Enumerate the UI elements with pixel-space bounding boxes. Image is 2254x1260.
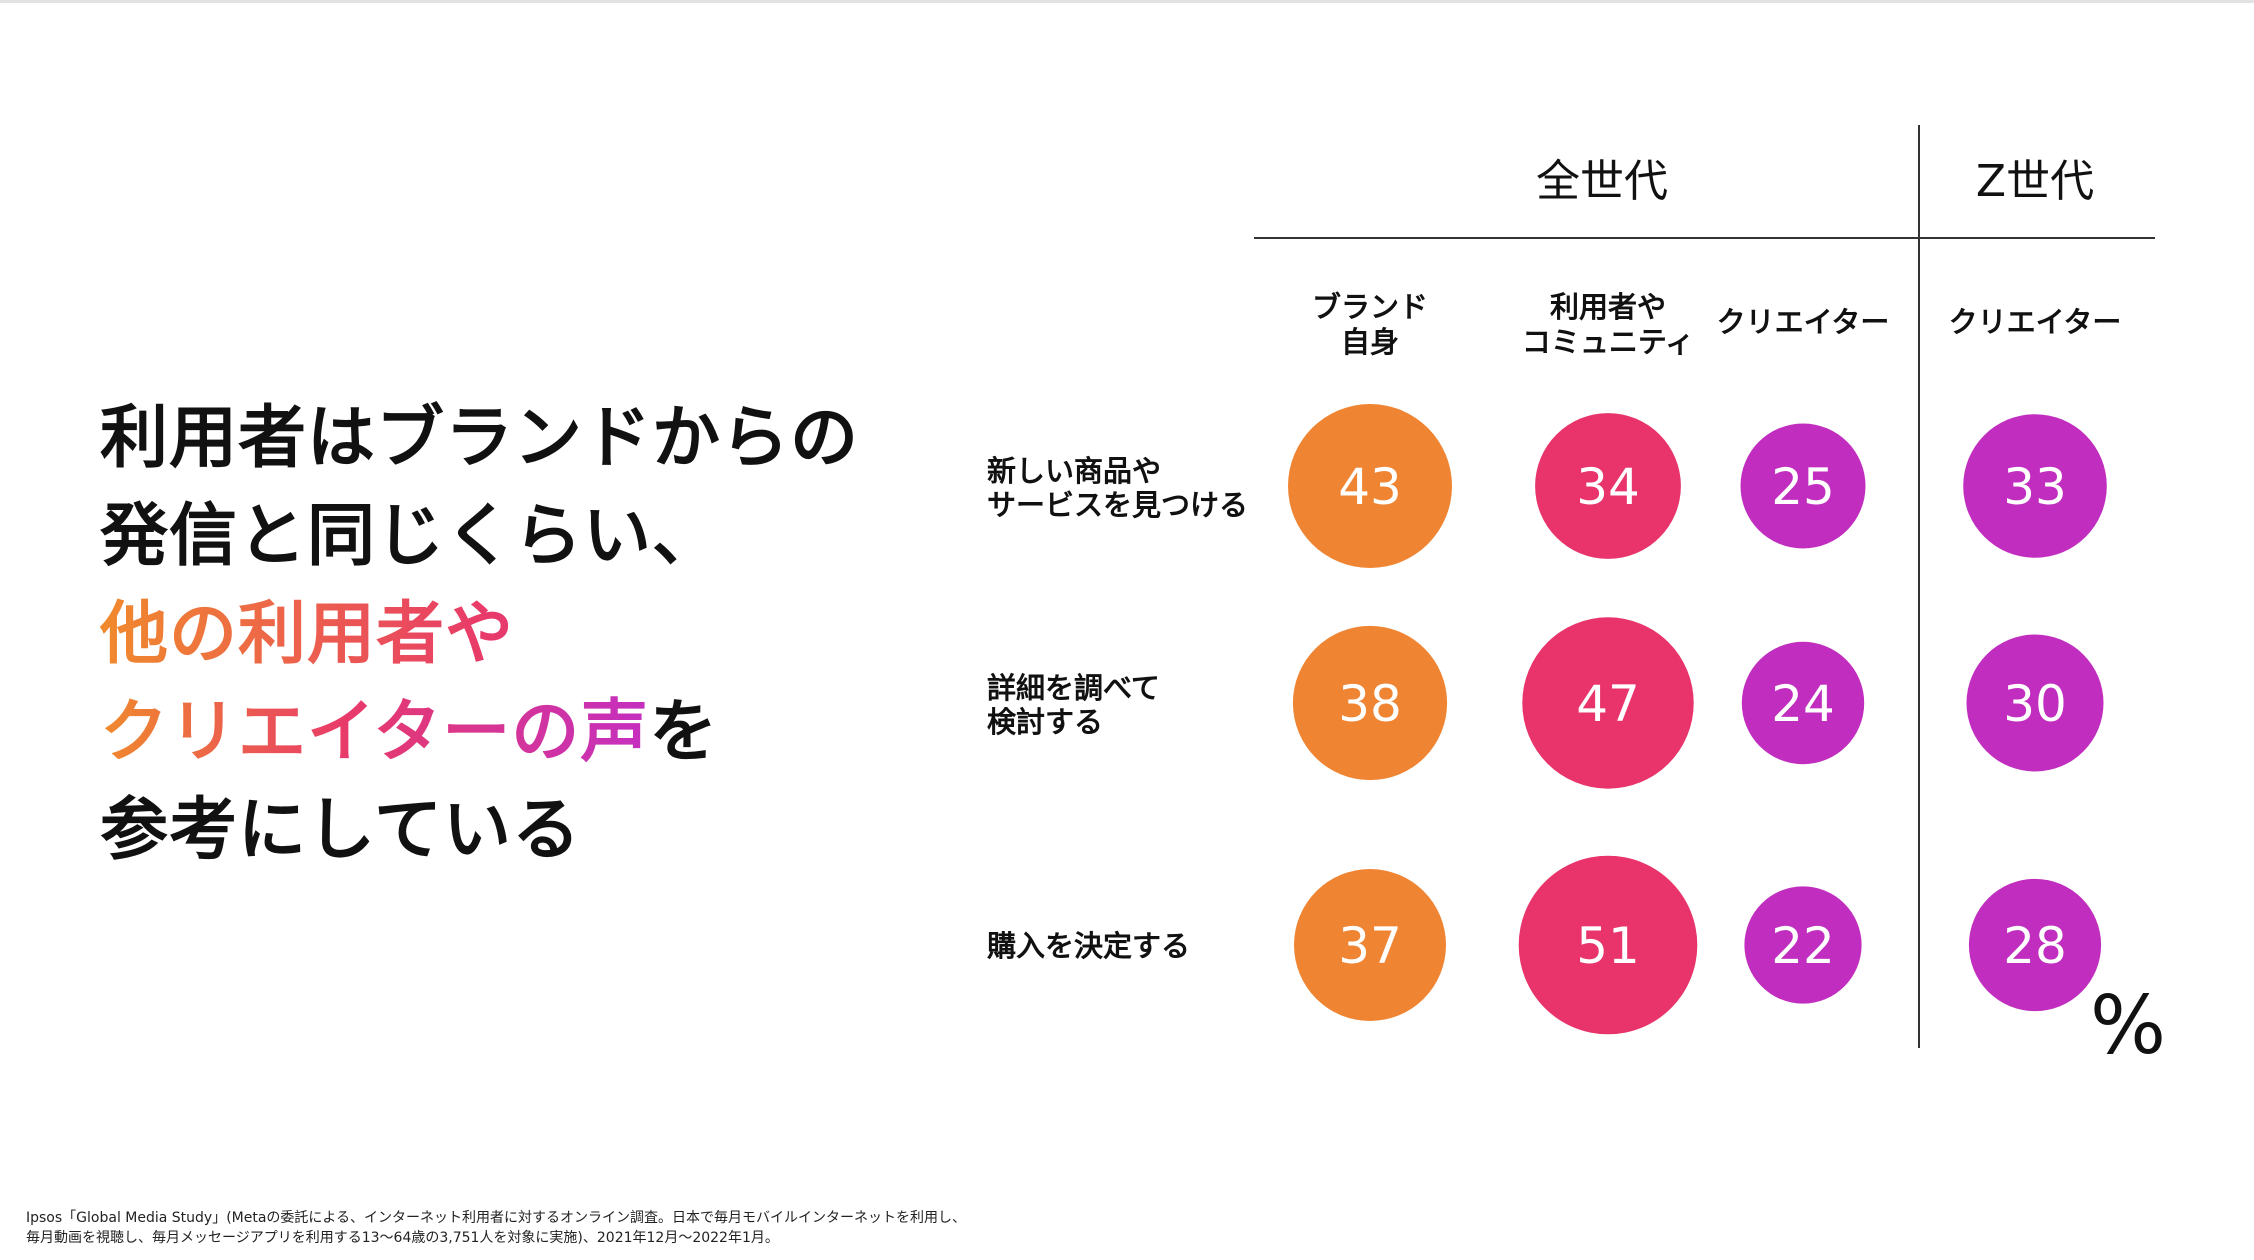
column-label-1: ブランド自身 [1312, 290, 1428, 359]
bubble-r3-c1 [1294, 869, 1446, 1021]
bubble-r2-c1 [1292, 625, 1448, 781]
group-label-1: 全世代 [1536, 156, 1668, 207]
headline-line-4-rest: を [649, 693, 719, 772]
headline: 利用者はブランドからの 発信と同じくらい、 他の利用者や クリエイターの声を 参… [100, 390, 960, 880]
bubble-value-r3-c4: 28 [2003, 917, 2067, 975]
column-label-2: 利用者やコミュニティ [1522, 290, 1694, 359]
footnote-line-1: Ipsos「Global Media Study」(Metaの委託による、インタ… [26, 1210, 966, 1226]
bubble-value-r1-c3: 25 [1771, 458, 1835, 516]
group-label-2: Z世代 [1976, 156, 2094, 207]
bubble-r1-c1 [1288, 404, 1452, 568]
bubble-value-r3-c2: 51 [1576, 917, 1640, 975]
footnote: Ipsos「Global Media Study」(Metaの委託による、インタ… [26, 1208, 966, 1248]
row-label-1: 新しい商品やサービスを見つける [987, 454, 1248, 522]
bubble-value-r1-c1: 43 [1338, 458, 1402, 516]
headline-line-4-highlight: クリエイターの声 [100, 693, 650, 772]
column-label-4: クリエイター [1949, 305, 2122, 339]
unit-label: % [2090, 979, 2166, 1072]
headline-line-5: 参考にしている [100, 791, 581, 870]
headline-line-3: 他の利用者や [100, 586, 960, 684]
headline-line-1: 利用者はブランドからの [100, 399, 860, 478]
bubble-r1-c2 [1535, 413, 1681, 559]
bubble-r2-c4 [1966, 634, 2104, 772]
bubble-r2-c2 [1522, 617, 1694, 789]
row-label-3: 購入を決定する [987, 929, 1190, 963]
bubble-value-r2-c2: 47 [1576, 675, 1640, 733]
bubble-value-r3-c1: 37 [1338, 917, 1402, 975]
footnote-line-2: 毎月動画を視聴し、毎月メッセージアプリを利用する13〜64歳の3,751人を対象… [26, 1230, 779, 1246]
bubble-r3-c3 [1744, 886, 1862, 1004]
bubble-value-r2-c4: 30 [2003, 675, 2067, 733]
headline-line-2: 発信と同じくらい、 [100, 497, 722, 576]
bubble-r1-c4 [1963, 414, 2107, 558]
bubble-value-r1-c2: 34 [1576, 458, 1640, 516]
bubble-r3-c4 [1968, 878, 2102, 1012]
headline-line-4: クリエイターの声を [100, 684, 960, 782]
top-rule [0, 0, 2254, 3]
bubble-value-r2-c3: 24 [1771, 675, 1835, 733]
bubble-r2-c3 [1741, 641, 1865, 765]
column-label-3: クリエイター [1717, 305, 1890, 339]
bubble-value-r3-c3: 22 [1771, 917, 1835, 975]
row-label-2: 詳細を調べて検討する [987, 671, 1160, 739]
bubble-r3-c2 [1518, 855, 1698, 1035]
bubble-value-r1-c4: 33 [2003, 458, 2067, 516]
bubble-r1-c3 [1740, 423, 1866, 549]
bubble-value-r2-c1: 38 [1338, 675, 1402, 733]
